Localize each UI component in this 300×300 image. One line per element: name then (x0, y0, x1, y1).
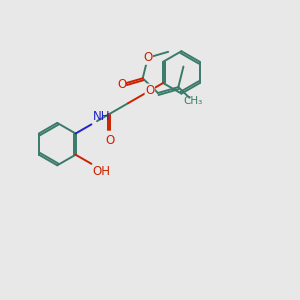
Text: NH: NH (93, 110, 110, 124)
Text: OH: OH (93, 165, 111, 178)
Text: O: O (145, 84, 154, 97)
Text: O: O (105, 134, 114, 147)
Text: O: O (117, 78, 127, 91)
Text: O: O (143, 51, 152, 64)
Text: CH₃: CH₃ (184, 96, 203, 106)
